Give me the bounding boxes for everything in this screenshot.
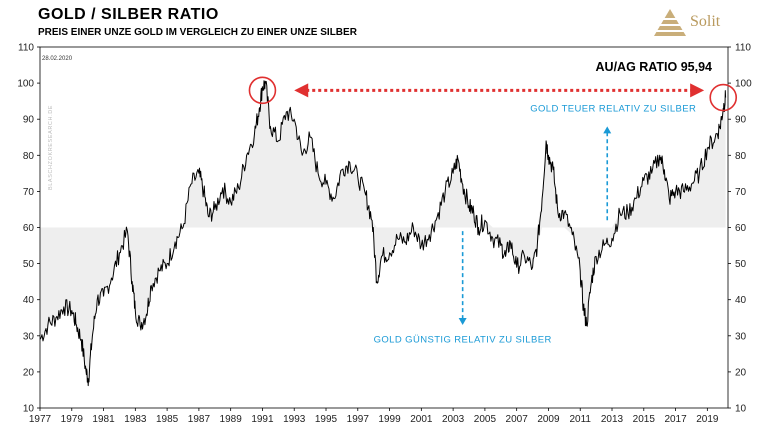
chart-title: GOLD / SILBER RATIO: [38, 6, 219, 23]
x-tick-label: 1991: [251, 414, 274, 425]
y-tick-label-left: 30: [23, 331, 35, 342]
x-tick-label: 1997: [347, 414, 370, 425]
x-tick-label: 1981: [92, 414, 115, 425]
x-tick-label: 2011: [569, 414, 591, 425]
up-arrow-head: [603, 126, 612, 134]
x-tick-label: 1989: [220, 414, 243, 425]
expensive-zone-fill: [40, 83, 726, 228]
x-tick-label: 1995: [315, 414, 338, 425]
x-tick-label: 1983: [124, 414, 147, 425]
y-tick-label-right: 100: [735, 79, 752, 90]
y-tick-label-right: 10: [735, 404, 747, 415]
down-arrow-head: [458, 317, 467, 325]
x-tick-label: 1977: [29, 414, 52, 425]
x-tick-label: 1999: [378, 414, 401, 425]
y-tick-label-left: 60: [23, 223, 35, 234]
x-tick-label: 2017: [664, 414, 687, 425]
y-tick-label-left: 90: [23, 115, 35, 126]
y-tick-label-left: 100: [17, 79, 34, 90]
y-tick-label-right: 60: [735, 223, 747, 234]
y-tick-label-left: 110: [18, 43, 34, 54]
gold-cheap-label: GOLD GÜNSTIG RELATIV ZU SILBER: [374, 334, 552, 345]
x-tick-label: 1985: [156, 414, 179, 425]
x-tick-label: 2013: [601, 414, 624, 425]
x-tick-label: 1993: [283, 414, 306, 425]
y-tick-label-left: 40: [23, 295, 35, 306]
ratio-series-line: [39, 80, 727, 387]
x-tick-label: 2019: [696, 414, 719, 425]
current-ratio-label: AU/AG RATIO 95,94: [596, 60, 713, 74]
x-tick-label: 2015: [633, 414, 656, 425]
pyramid-logo-icon: [654, 9, 686, 36]
y-tick-label-left: 20: [23, 367, 35, 378]
x-tick-label: 1979: [61, 414, 84, 425]
y-tick-label-right: 20: [735, 367, 747, 378]
y-tick-label-left: 80: [23, 151, 35, 162]
x-tick-label: 2009: [537, 414, 560, 425]
y-tick-label-right: 80: [735, 151, 747, 162]
chart-subtitle: PREIS EINER UNZE GOLD IM VERGLEICH ZU EI…: [38, 27, 357, 38]
x-tick-label: 2005: [474, 414, 497, 425]
highlight-circle: [248, 76, 277, 105]
gold-expensive-label: GOLD TEUER RELATIV ZU SILBER: [530, 103, 696, 114]
y-tick-label-right: 50: [735, 259, 747, 270]
arrow-head-left: [294, 83, 309, 98]
x-tick-label: 2007: [506, 414, 529, 425]
highlight-circle: [709, 83, 738, 112]
y-tick-label-right: 70: [735, 187, 747, 198]
date-stamp: 28.02.2020: [42, 56, 73, 62]
arrow-head-right: [690, 83, 705, 98]
brand-name: Solit: [690, 13, 721, 30]
x-tick-label: 2003: [442, 414, 465, 425]
y-tick-label-right: 110: [735, 43, 751, 54]
y-tick-label-left: 70: [23, 187, 35, 198]
y-tick-label-left: 10: [23, 404, 35, 415]
x-tick-label: 2001: [410, 414, 433, 425]
y-tick-label-right: 30: [735, 331, 747, 342]
x-tick-label: 1987: [188, 414, 211, 425]
y-tick-label-right: 40: [735, 295, 747, 306]
y-tick-label-right: 90: [735, 115, 747, 126]
y-tick-label-left: 50: [23, 259, 35, 270]
watermark-text: BLASCHZOKRESEARCH.DE: [48, 105, 54, 190]
